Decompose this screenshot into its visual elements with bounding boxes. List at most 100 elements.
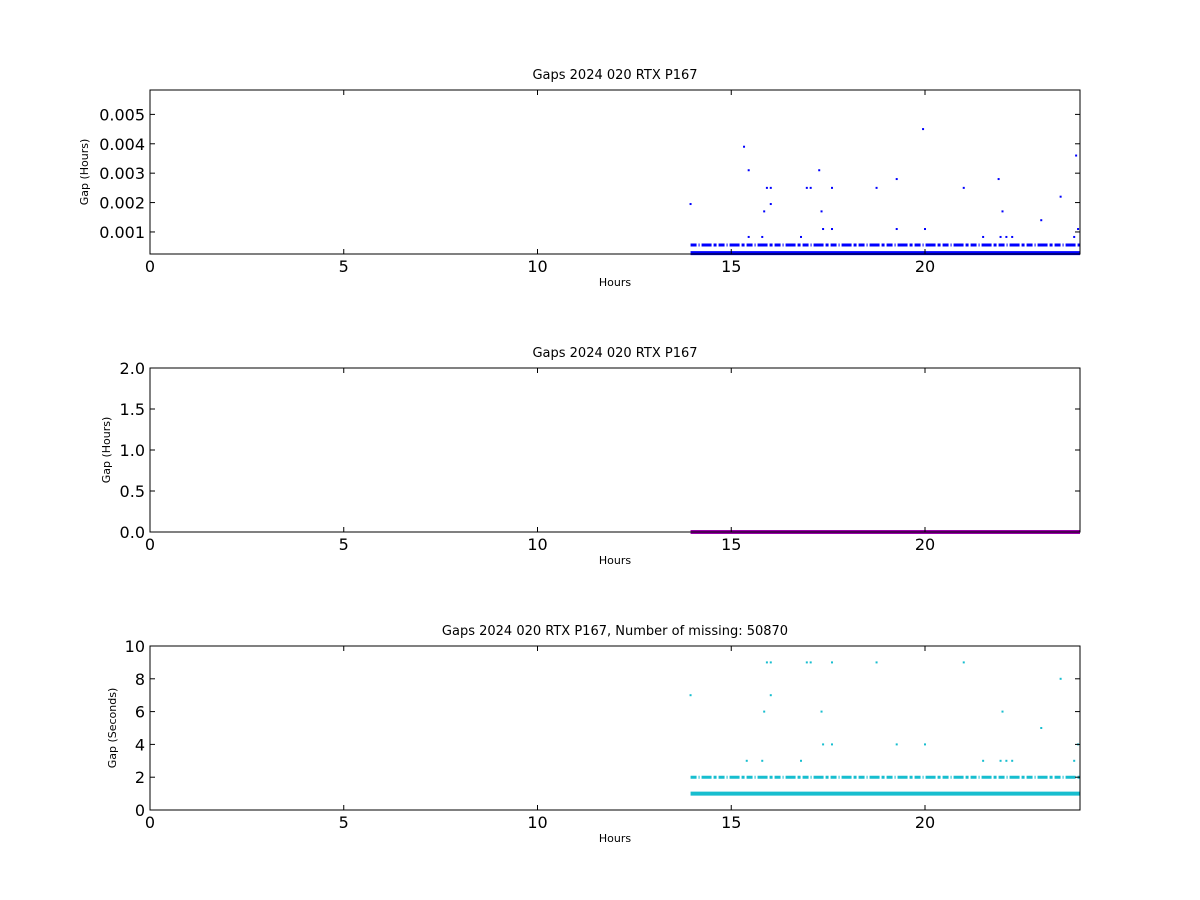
data-point [763, 210, 766, 213]
data-point [822, 743, 825, 746]
y-tick-label: 0 [135, 801, 145, 820]
data-point [962, 186, 965, 189]
data-point [982, 759, 985, 762]
y-tick-label: 8 [135, 670, 145, 689]
data-point [831, 228, 833, 231]
chart-panel-2: Gaps 2024 020 RTX P167 Hours Gap (Hours) 0 5… [100, 346, 1081, 567]
data-marks [689, 661, 1080, 796]
data-point [747, 235, 750, 238]
data-point [1073, 235, 1076, 238]
data-point [999, 759, 1002, 762]
chart-title: Gaps 2024 020 RTX P167 [532, 68, 697, 83]
chart-title: Gaps 2024 020 RTX P167 [532, 346, 697, 361]
y-axis-label: Gap (Hours) [100, 417, 113, 484]
data-point [875, 186, 878, 189]
data-point [745, 759, 748, 762]
x-tick-label: 0 [145, 535, 155, 554]
data-point [820, 710, 823, 713]
data-point [831, 186, 833, 189]
data-point [822, 228, 825, 231]
y-axis-label: Gap (Seconds) [106, 688, 119, 769]
x-tick-label: 5 [339, 535, 349, 554]
data-point [895, 228, 898, 231]
y-axis-label: Gap (Hours) [78, 139, 91, 206]
data-point [820, 210, 823, 213]
data-point [769, 186, 772, 189]
x-tick-label: 15 [721, 813, 741, 832]
x-tick-label: 10 [527, 535, 547, 554]
data-point [747, 169, 750, 172]
y-tick-label: 0.002 [99, 194, 145, 213]
data-point [1073, 759, 1076, 762]
axes-frame [149, 645, 1081, 811]
data-point [765, 186, 768, 189]
data-point [763, 710, 766, 713]
data-point [765, 661, 768, 664]
data-point [1040, 219, 1043, 222]
data-point [1011, 235, 1014, 238]
data-point [800, 235, 802, 238]
data-marks [689, 128, 1080, 256]
chart-panel-3: Gaps 2024 020 RTX P167, Number of missin… [106, 624, 1081, 845]
y-tick-label: 1.0 [120, 441, 145, 460]
x-tick-label: 20 [915, 535, 935, 554]
x-tick-label: 0 [145, 813, 155, 832]
data-point [924, 228, 926, 231]
data-point [1001, 710, 1004, 713]
data-point [761, 759, 764, 762]
y-tick-label: 0.003 [99, 164, 145, 183]
data-point [997, 178, 1000, 181]
data-point [831, 743, 833, 746]
data-point [895, 178, 898, 181]
data-point [805, 661, 808, 664]
data-point [800, 759, 802, 762]
x-tick-label: 20 [915, 257, 935, 276]
data-point [689, 203, 692, 206]
data-point [1059, 677, 1062, 680]
chart-title: Gaps 2024 020 RTX P167, Number of missin… [442, 624, 788, 639]
data-point [769, 203, 772, 206]
data-point [1059, 195, 1062, 198]
data-point [809, 186, 812, 189]
x-axis-label: Hours [599, 832, 631, 845]
data-point [922, 128, 925, 131]
y-tick-label: 0.5 [120, 482, 145, 501]
data-point [689, 694, 692, 697]
data-point [1001, 210, 1004, 213]
data-point [1077, 228, 1080, 231]
x-tick-label: 20 [915, 813, 935, 832]
y-tick-label: 0.0 [120, 523, 145, 542]
x-axis-label: Hours [599, 554, 631, 567]
y-tick-label: 2.0 [120, 359, 145, 378]
data-point [875, 661, 878, 664]
data-point [1005, 235, 1008, 238]
axes-frame [149, 89, 1081, 255]
data-point [962, 661, 965, 664]
y-tick-label: 0.001 [99, 223, 145, 242]
data-point [1075, 154, 1078, 157]
data-point [743, 145, 746, 148]
chart-panel-1: Gaps 2024 020 RTX P167 Hours Gap (Hours) 0 5… [78, 68, 1081, 289]
data-point [769, 694, 772, 697]
data-point [805, 186, 808, 189]
x-tick-label: 5 [339, 257, 349, 276]
data-point [1005, 759, 1008, 762]
y-tick-label: 1.5 [120, 400, 145, 419]
y-tick-label: 0.005 [99, 105, 145, 124]
x-tick-label: 15 [721, 535, 741, 554]
x-tick-label: 15 [721, 257, 741, 276]
data-point [818, 169, 821, 172]
y-tick-label: 10 [125, 637, 145, 656]
x-tick-label: 5 [339, 813, 349, 832]
data-point [1040, 727, 1043, 729]
x-axis-label: Hours [599, 276, 631, 289]
y-tick-label: 0.004 [99, 135, 145, 154]
data-point [809, 661, 812, 664]
x-tick-label: 10 [527, 257, 547, 276]
x-tick-label: 10 [527, 813, 547, 832]
data-point [761, 235, 764, 238]
data-point [831, 661, 833, 664]
data-point [769, 661, 772, 664]
